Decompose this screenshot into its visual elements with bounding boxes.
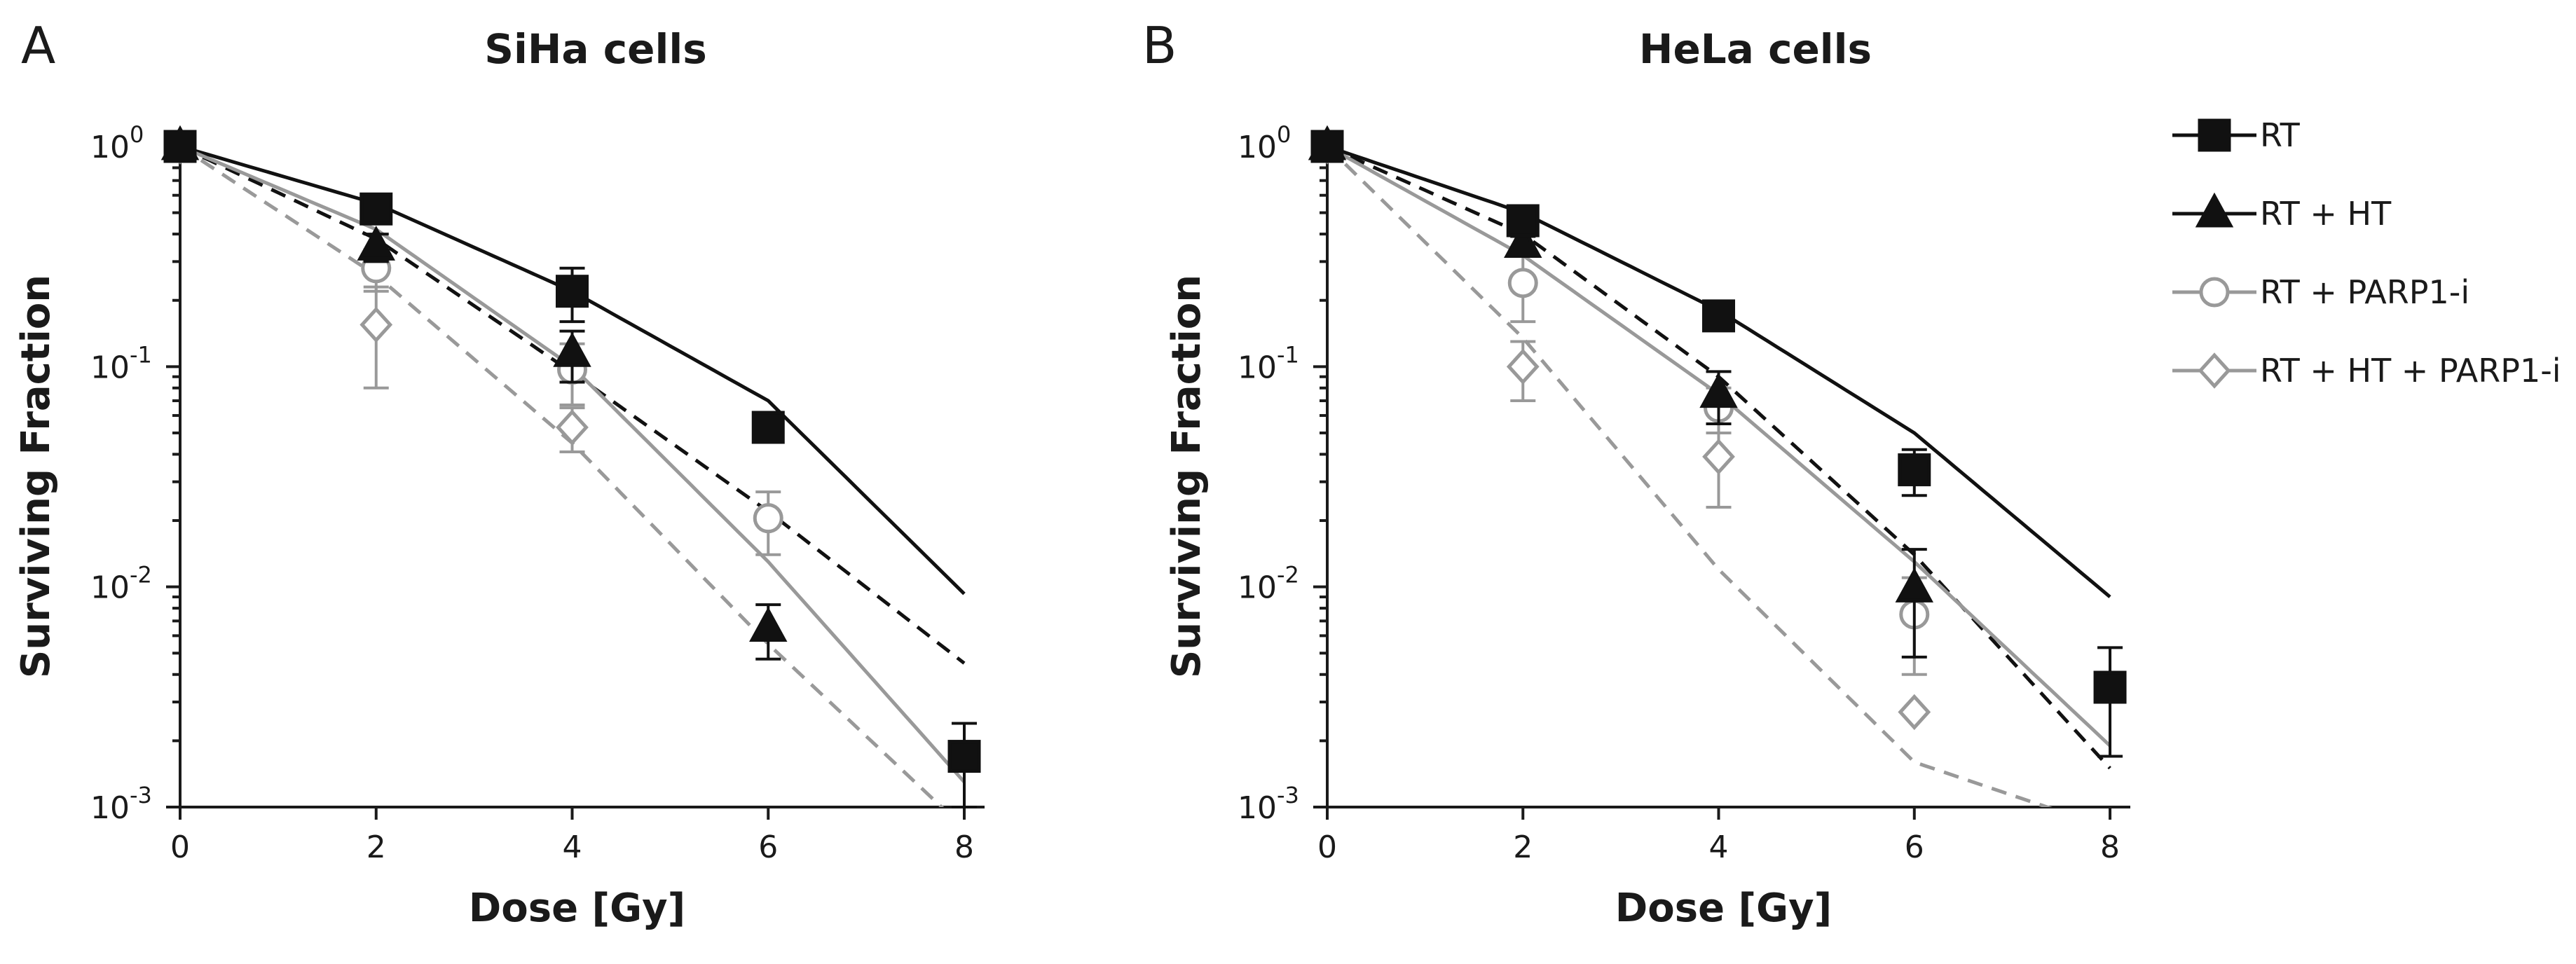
- y-axis-label: Surviving Fraction: [1164, 275, 1210, 678]
- x-axis-label: Dose [Gy]: [1615, 886, 1832, 931]
- series-square: [1310, 130, 2127, 758]
- data-point-diamond: [556, 409, 589, 446]
- series-triangle: [160, 125, 788, 661]
- y-axis-label: Surviving Fraction: [13, 275, 59, 678]
- data-point-square: [1898, 453, 1931, 487]
- data-point-diamond: [1702, 439, 1735, 475]
- data-point-square: [556, 275, 589, 308]
- data-point-diamond: [1898, 694, 1931, 731]
- y-tick-exponent: -2: [130, 562, 152, 588]
- fit-curves: [180, 144, 966, 807]
- chart-title: SiHa cells: [484, 25, 707, 73]
- y-tick-exponent: -3: [1277, 782, 1299, 808]
- data-point-square: [751, 411, 785, 444]
- x-tick-label: 6: [1905, 829, 1924, 865]
- y-tick-exponent: 0: [130, 121, 144, 148]
- y-tick-base: 10: [90, 570, 130, 606]
- data-point-diamond: [1506, 348, 1540, 385]
- y-tick-label: 10-2: [1238, 562, 1299, 606]
- series-circle: [165, 131, 783, 556]
- data-point-triangle: [357, 226, 395, 261]
- legend-marker-triangle: [2195, 192, 2234, 228]
- data-point-square: [359, 192, 393, 226]
- data-point-diamond: [359, 306, 393, 343]
- legend-label: RT + PARP1-i: [2260, 273, 2469, 311]
- y-tick-base: 10: [90, 130, 130, 165]
- panel-label: B: [1142, 16, 1177, 75]
- legend-marker-circle: [2199, 277, 2230, 308]
- x-tick-label: 0: [170, 829, 190, 865]
- data-point-triangle: [1699, 373, 1738, 408]
- fit-curve-diamond: [180, 144, 945, 807]
- data-point-square: [1702, 299, 1736, 333]
- data-point-square: [163, 130, 197, 163]
- y-tick-exponent: -1: [130, 341, 152, 368]
- series-triangle: [1308, 125, 1933, 659]
- legend-label: RT: [2260, 116, 2301, 154]
- y-tick-label: 100: [90, 121, 144, 165]
- y-tick-base: 10: [1238, 790, 1277, 826]
- series-circle: [1312, 131, 1930, 676]
- fit-curve-diamond: [1327, 145, 2053, 807]
- chart-title: HeLa cells: [1639, 25, 1872, 73]
- legend-label: RT + HT + PARP1-i: [2260, 352, 2561, 390]
- data-point-square: [947, 740, 981, 773]
- data-point-triangle: [1504, 223, 1542, 258]
- panel-label: A: [21, 16, 55, 75]
- data-point-square: [2093, 670, 2127, 704]
- data-point-triangle: [1895, 567, 1933, 602]
- x-tick-label: 4: [1709, 829, 1729, 865]
- data-point-square: [1310, 130, 1344, 163]
- x-tick-label: 2: [366, 829, 386, 865]
- y-tick-exponent: -2: [1277, 562, 1299, 588]
- y-tick-base: 10: [1238, 350, 1277, 385]
- x-tick-label: 2: [1513, 829, 1533, 865]
- legend-marker-square: [2198, 118, 2231, 152]
- x-tick-label: 8: [954, 829, 974, 865]
- y-tick-exponent: -3: [130, 782, 152, 808]
- y-tick-base: 10: [1238, 570, 1277, 606]
- y-tick-exponent: 0: [1277, 121, 1291, 148]
- x-tick-label: 6: [758, 829, 778, 865]
- x-tick-label: 8: [2100, 829, 2120, 865]
- y-tick-label: 10-3: [90, 782, 152, 826]
- x-tick-label: 4: [563, 829, 582, 865]
- y-tick-label: 100: [1238, 121, 1291, 165]
- y-tick-base: 10: [1238, 130, 1277, 165]
- y-tick-base: 10: [90, 790, 130, 826]
- data-point-triangle: [553, 332, 591, 367]
- y-tick-label: 10-3: [1238, 782, 1299, 826]
- legend: RT RT + HT RT + PARP1-i RT + HT + PARP1-i: [2172, 116, 2561, 390]
- data-point-circle: [753, 503, 783, 534]
- series-diamond: [1310, 128, 1931, 731]
- data-point-square: [1506, 204, 1540, 237]
- legend-marker-diamond: [2198, 352, 2231, 389]
- y-tick-label: 10-1: [90, 341, 152, 385]
- y-tick-exponent: -1: [1277, 341, 1299, 368]
- y-tick-label: 10-1: [1238, 341, 1299, 385]
- data-point-circle: [1507, 268, 1538, 298]
- x-axis-label: Dose [Gy]: [469, 886, 685, 931]
- y-tick-base: 10: [90, 350, 130, 385]
- x-tick-label: 0: [1317, 829, 1337, 865]
- legend-label: RT + HT: [2260, 195, 2392, 233]
- data-point-triangle: [749, 607, 788, 642]
- y-tick-label: 10-2: [90, 562, 152, 606]
- series-square: [163, 130, 981, 808]
- fit-curve-circle: [180, 144, 966, 783]
